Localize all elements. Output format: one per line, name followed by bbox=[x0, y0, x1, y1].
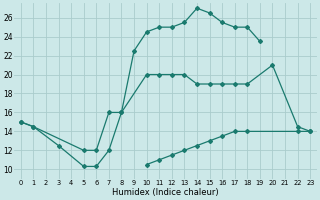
X-axis label: Humidex (Indice chaleur): Humidex (Indice chaleur) bbox=[112, 188, 219, 197]
